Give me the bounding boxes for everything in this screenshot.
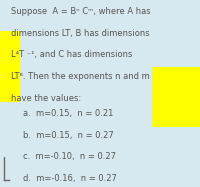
Bar xyxy=(152,67,200,127)
Text: L⁴T ⁻¹, and C has dimensions: L⁴T ⁻¹, and C has dimensions xyxy=(11,50,132,59)
Text: d.  m=-0.16,  n = 0.27: d. m=-0.16, n = 0.27 xyxy=(23,174,117,183)
Text: have the values:: have the values: xyxy=(11,94,81,102)
Text: c.  m=-0.10,  n = 0.27: c. m=-0.10, n = 0.27 xyxy=(23,152,116,161)
Text: b.  m=0.15,  n = 0.27: b. m=0.15, n = 0.27 xyxy=(23,131,114,140)
Text: LT⁸. Then the exponents n and m: LT⁸. Then the exponents n and m xyxy=(11,72,150,81)
Bar xyxy=(0,31,20,102)
Text: a.  m=0.15,  n = 0.21: a. m=0.15, n = 0.21 xyxy=(23,109,113,118)
Text: dimensions LT, B has dimensions: dimensions LT, B has dimensions xyxy=(11,29,150,38)
Text: Suppose  A = Bⁿ Cᵐ, where A has: Suppose A = Bⁿ Cᵐ, where A has xyxy=(11,7,151,16)
